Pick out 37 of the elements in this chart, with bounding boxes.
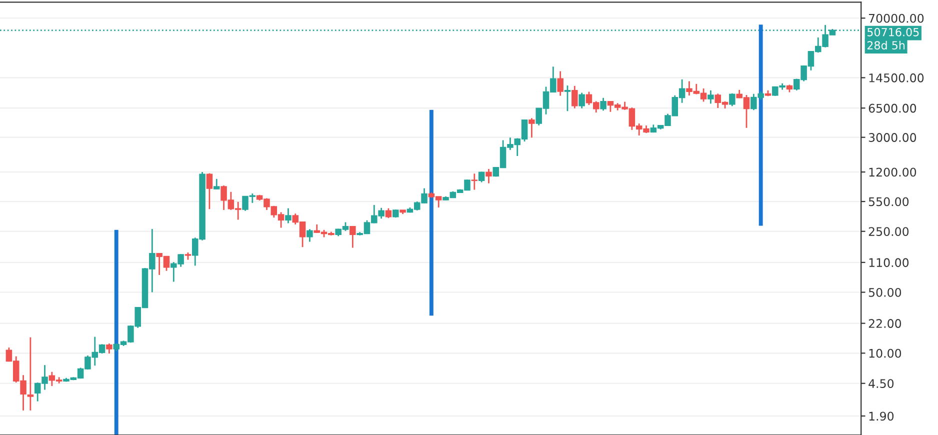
candlestick	[206, 172, 213, 210]
candlestick	[471, 172, 478, 190]
candlestick	[557, 70, 564, 96]
text: 28d 5h	[867, 40, 905, 50]
candlestick	[213, 178, 220, 190]
candlestick	[578, 92, 585, 110]
y-tick-label: 3000.00	[868, 133, 916, 142]
candlestick	[27, 336, 34, 412]
y-tick-label: 6500.00	[868, 104, 916, 113]
candlestick	[350, 226, 356, 248]
bar	[114, 230, 118, 435]
candlestick	[106, 342, 112, 354]
candlestick	[486, 168, 492, 184]
ref-line-label: 50716.05	[867, 28, 919, 36]
y-tick-label: 70000.00	[868, 14, 924, 23]
candlestick	[385, 208, 392, 219]
candlestick	[572, 85, 578, 110]
candlestick	[528, 117, 535, 138]
bar	[429, 110, 434, 316]
candlestick	[729, 92, 736, 107]
y-tick-label: 10.00	[869, 348, 902, 358]
candlestick	[285, 208, 292, 224]
y-tick-label: 250.00	[868, 227, 909, 236]
candlestick	[600, 97, 606, 112]
y-tick-label: 110.00	[869, 258, 909, 268]
candlestick	[708, 90, 714, 104]
y-tick-label: 550.00	[868, 197, 909, 206]
y-tick-label: 50.00	[868, 288, 902, 297]
bar	[758, 24, 763, 226]
candlestick	[564, 84, 571, 112]
y-tick-label: 4.50	[868, 379, 894, 388]
candlestick	[306, 228, 313, 242]
candlestick	[478, 170, 485, 183]
y-tick-label: 1200.00	[869, 168, 916, 177]
y-tick-label: 22.00	[868, 319, 902, 328]
y-tick-label: 14500.00	[869, 73, 924, 82]
y-tick-label: 1.90	[869, 412, 894, 421]
